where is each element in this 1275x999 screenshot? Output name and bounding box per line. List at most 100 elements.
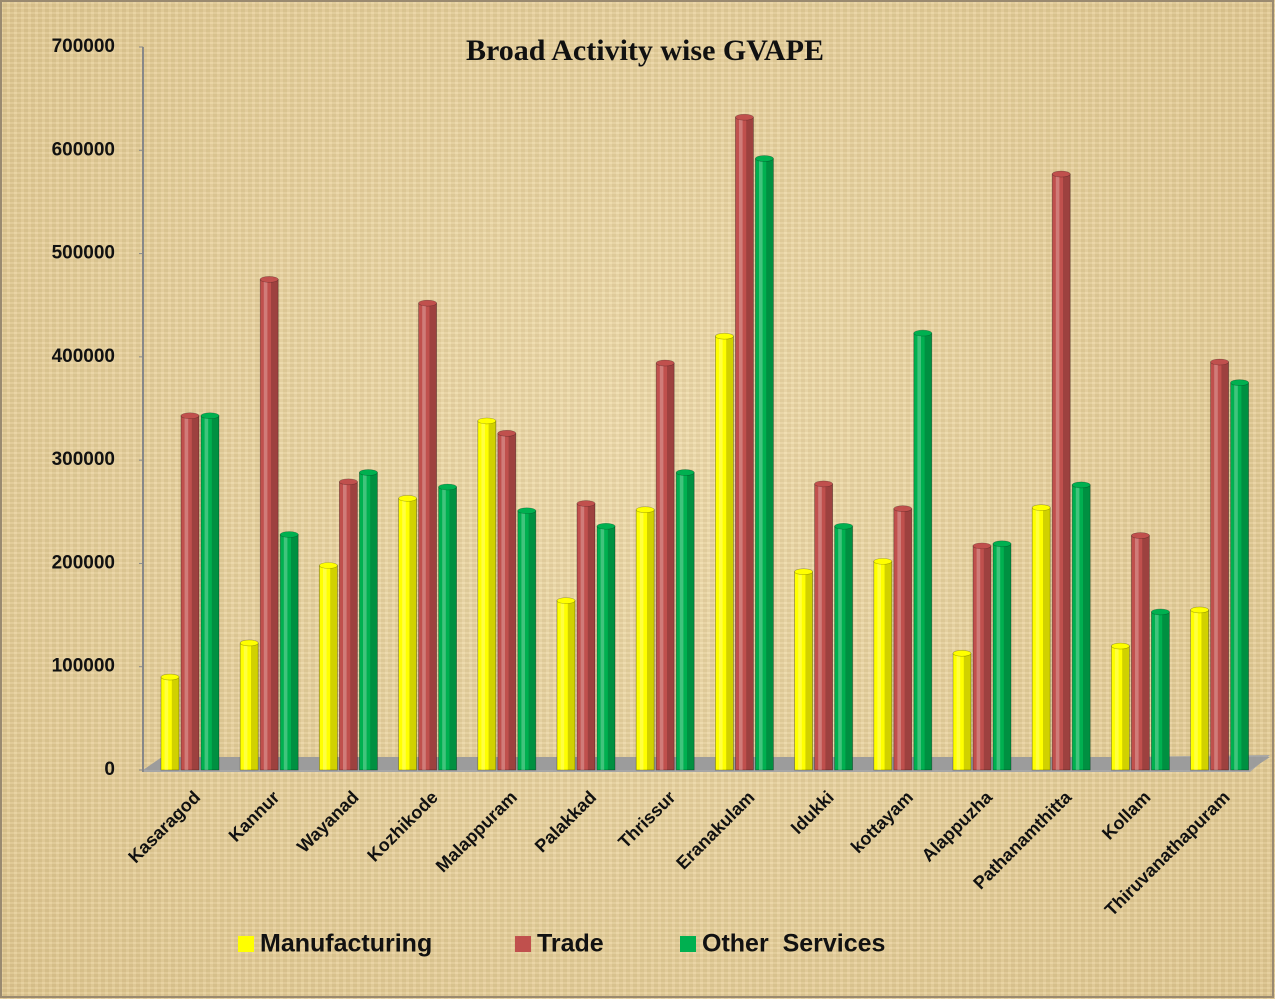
bar-shade [904, 508, 912, 770]
bar-top [952, 649, 972, 657]
bar-shade [528, 510, 536, 770]
bar-shine [1055, 174, 1060, 770]
bar-shine [184, 415, 189, 770]
bar [596, 522, 616, 771]
bar-top [1071, 481, 1091, 489]
bar-shade [667, 363, 675, 770]
bar-shade [884, 561, 892, 770]
bar [180, 412, 200, 771]
bar-shade [687, 472, 695, 770]
bar-top [239, 639, 259, 647]
bar-shade [825, 483, 833, 770]
bar-top [556, 597, 576, 604]
bar-top [477, 417, 497, 425]
bar-shade [449, 486, 457, 770]
bar-shade [488, 420, 496, 770]
bar-shade [370, 472, 378, 770]
bar-shade [1201, 609, 1209, 770]
bar [239, 639, 259, 771]
y-tick-label: 300000 [52, 449, 115, 470]
bar-shine [1214, 362, 1218, 770]
y-tick-label: 0 [104, 759, 115, 780]
bar [398, 495, 418, 771]
bar-top [655, 359, 675, 367]
bar-shade [330, 565, 338, 770]
bar [1131, 532, 1150, 771]
bar-top [359, 469, 378, 476]
bar-shade [291, 534, 299, 770]
bar-top [576, 500, 596, 507]
bar-top [418, 299, 437, 307]
bar-top [497, 429, 517, 437]
bar-top [814, 480, 833, 488]
bar-shade [271, 279, 279, 770]
bar-shade [924, 333, 932, 770]
bar-shine [1234, 382, 1238, 770]
bar-shade [805, 571, 813, 770]
bar-shade [251, 642, 259, 770]
floor-top [143, 757, 1270, 770]
bar-shine [560, 600, 565, 770]
bar [438, 483, 458, 771]
bar-shade [1221, 362, 1229, 770]
legend-label: Manufacturing [260, 930, 432, 958]
bar-top [735, 113, 754, 121]
bar [576, 500, 596, 771]
bar-shade [963, 653, 971, 770]
y-tick-label: 100000 [52, 656, 115, 677]
bar-shine [164, 677, 169, 770]
bar-top [1131, 532, 1150, 539]
bar-shine [956, 653, 961, 770]
bar-shine [818, 483, 822, 770]
bar [972, 542, 992, 771]
bar [1071, 481, 1091, 771]
bar-shade [983, 545, 991, 770]
bar [992, 540, 1012, 771]
bar-top [319, 562, 338, 569]
bar-top [339, 478, 358, 486]
bar-shine [363, 472, 367, 770]
bar-shade [1241, 382, 1249, 770]
bar-shade [845, 526, 853, 770]
bar-shine [600, 526, 605, 770]
legend-swatch [238, 936, 254, 952]
bar [893, 505, 913, 771]
bar-top [1151, 608, 1170, 616]
bar-shine [1075, 484, 1080, 770]
bar-shine [798, 571, 802, 770]
x-tick-label: Kannur [225, 787, 284, 846]
x-tick-label: Malappuram [432, 787, 521, 876]
bar [338, 478, 358, 771]
bar-shine [442, 486, 446, 770]
bar [913, 329, 933, 771]
bar [517, 507, 537, 771]
y-tick-label: 600000 [52, 139, 115, 160]
bar-top [398, 495, 417, 502]
bar-shine [501, 433, 505, 770]
bar-top [1111, 642, 1130, 650]
bar-top [259, 276, 279, 283]
bar-shade [1142, 535, 1150, 770]
x-tick-label: Thrissur [614, 787, 679, 852]
bar-top [834, 522, 853, 530]
bar-shine [243, 642, 248, 770]
bar-shade [171, 677, 179, 770]
bar-top [794, 568, 813, 575]
bar [735, 113, 754, 771]
bar-shine [323, 565, 327, 770]
bar [556, 597, 576, 771]
bar-shade [508, 433, 516, 770]
bar-shade [726, 336, 734, 770]
bar [794, 568, 813, 771]
x-tick-label: Kasaragod [124, 787, 204, 867]
bar-top [913, 329, 933, 337]
y-tick-label: 400000 [52, 346, 115, 367]
legend-label: Trade [537, 930, 604, 958]
bar [160, 673, 180, 771]
bar-shine [759, 158, 763, 770]
bar-shade [1162, 611, 1170, 770]
bar-shine [917, 333, 921, 770]
bar-shade [1003, 543, 1011, 770]
y-tick-label: 700000 [52, 36, 115, 57]
